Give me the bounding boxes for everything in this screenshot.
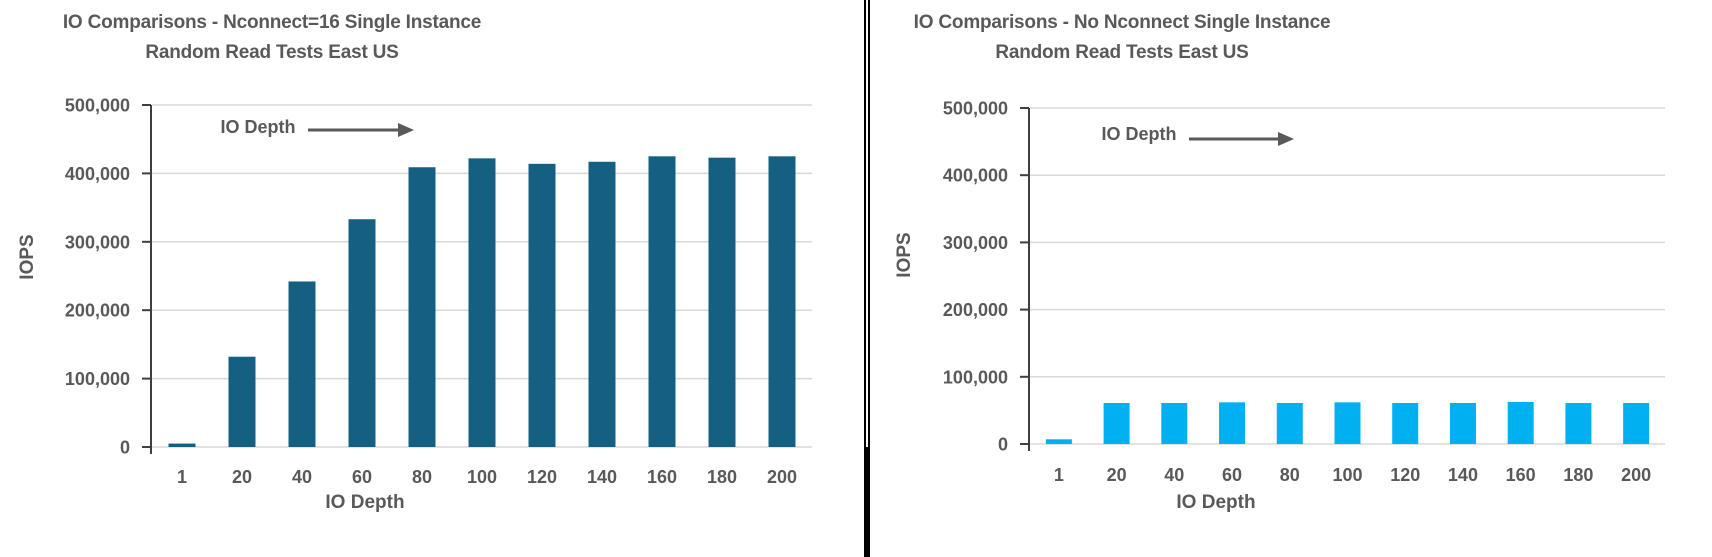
right-chart-title: IO Comparisons - No Nconnect Single Inst… bbox=[870, 8, 1374, 68]
y-tick-label: 400,000 bbox=[65, 164, 130, 184]
x-tick-label: 140 bbox=[1448, 465, 1478, 485]
x-tick-label: 80 bbox=[1280, 465, 1300, 485]
bar-60 bbox=[1219, 402, 1246, 444]
right-chart-title-line1: IO Comparisons - No Nconnect Single Inst… bbox=[913, 12, 1331, 33]
y-tick-label: 300,000 bbox=[943, 233, 1008, 253]
bar-60 bbox=[348, 219, 376, 447]
io-depth-arrow-head bbox=[1278, 132, 1294, 146]
bar-160 bbox=[1507, 402, 1534, 444]
x-tick-label: 40 bbox=[292, 467, 312, 487]
x-tick-label: 20 bbox=[232, 467, 252, 487]
x-tick-label: 1 bbox=[177, 467, 187, 487]
y-tick-label: 0 bbox=[120, 438, 130, 458]
io-depth-arrow-head bbox=[398, 123, 414, 137]
left-y-axis-title: IOPS bbox=[17, 234, 38, 280]
y-tick-label: 200,000 bbox=[65, 301, 130, 321]
x-tick-label: 160 bbox=[1506, 465, 1536, 485]
bar-1 bbox=[1045, 439, 1072, 444]
y-tick-label: 0 bbox=[998, 435, 1008, 455]
y-tick-label: 100,000 bbox=[943, 367, 1008, 387]
y-tick-label: 400,000 bbox=[943, 166, 1008, 186]
bar-180 bbox=[708, 157, 736, 447]
x-tick-label: 200 bbox=[1621, 465, 1651, 485]
bar-40 bbox=[288, 281, 316, 447]
right-y-axis-title: IOPS bbox=[894, 232, 915, 278]
x-tick-label: 120 bbox=[1390, 465, 1420, 485]
y-tick-label: 500,000 bbox=[65, 96, 130, 116]
x-tick-label: 40 bbox=[1164, 465, 1184, 485]
bar-40 bbox=[1161, 403, 1188, 444]
right-chart-title-line2: Random Read Tests East US bbox=[995, 42, 1249, 63]
left-annotation-io-depth: IO Depth bbox=[220, 117, 296, 137]
bar-20 bbox=[228, 356, 256, 447]
x-tick-label: 1 bbox=[1054, 465, 1064, 485]
x-tick-label: 100 bbox=[1332, 465, 1362, 485]
left-chart-title-line1: IO Comparisons - Nconnect=16 Single Inst… bbox=[62, 12, 482, 33]
panel-divider-solid-line bbox=[864, 447, 870, 557]
x-tick-label: 20 bbox=[1107, 465, 1127, 485]
x-tick-label: 140 bbox=[587, 467, 617, 487]
x-tick-label: 100 bbox=[467, 467, 497, 487]
panel-divider-double-line bbox=[864, 0, 870, 447]
bar-120 bbox=[1392, 403, 1419, 444]
right-x-axis-title: IO Depth bbox=[1176, 492, 1256, 513]
bar-140 bbox=[1449, 403, 1476, 444]
bar-160 bbox=[648, 156, 676, 448]
x-tick-label: 60 bbox=[352, 467, 372, 487]
x-tick-label: 80 bbox=[412, 467, 432, 487]
x-tick-label: 160 bbox=[647, 467, 677, 487]
bar-100 bbox=[468, 158, 496, 448]
y-tick-label: 100,000 bbox=[65, 369, 130, 389]
bar-120 bbox=[528, 163, 556, 447]
left-x-axis-title: IO Depth bbox=[325, 492, 405, 513]
left-chart-panel: IO Comparisons - Nconnect=16 Single Inst… bbox=[0, 8, 812, 513]
bar-100 bbox=[1334, 402, 1361, 444]
x-tick-label: 200 bbox=[767, 467, 797, 487]
y-tick-label: 300,000 bbox=[65, 232, 130, 252]
right-annotation-io-depth: IO Depth bbox=[1101, 124, 1177, 144]
bar-180 bbox=[1565, 403, 1592, 444]
right-chart-panel: IO Comparisons - No Nconnect Single Inst… bbox=[870, 0, 1712, 557]
bar-140 bbox=[588, 161, 616, 447]
bar-1 bbox=[168, 443, 196, 447]
left-chart-title-line2: Random Read Tests East US bbox=[145, 42, 399, 63]
x-tick-label: 180 bbox=[1563, 465, 1593, 485]
y-tick-label: 500,000 bbox=[943, 99, 1008, 119]
bar-200 bbox=[1623, 403, 1650, 444]
bar-20 bbox=[1103, 403, 1130, 444]
x-tick-label: 180 bbox=[707, 467, 737, 487]
bar-200 bbox=[768, 156, 796, 448]
y-tick-label: 200,000 bbox=[943, 300, 1008, 320]
left-chart-title: IO Comparisons - Nconnect=16 Single Inst… bbox=[0, 8, 544, 68]
x-tick-label: 120 bbox=[527, 467, 557, 487]
bar-80 bbox=[408, 167, 436, 447]
x-tick-label: 60 bbox=[1222, 465, 1242, 485]
bar-80 bbox=[1276, 403, 1303, 444]
